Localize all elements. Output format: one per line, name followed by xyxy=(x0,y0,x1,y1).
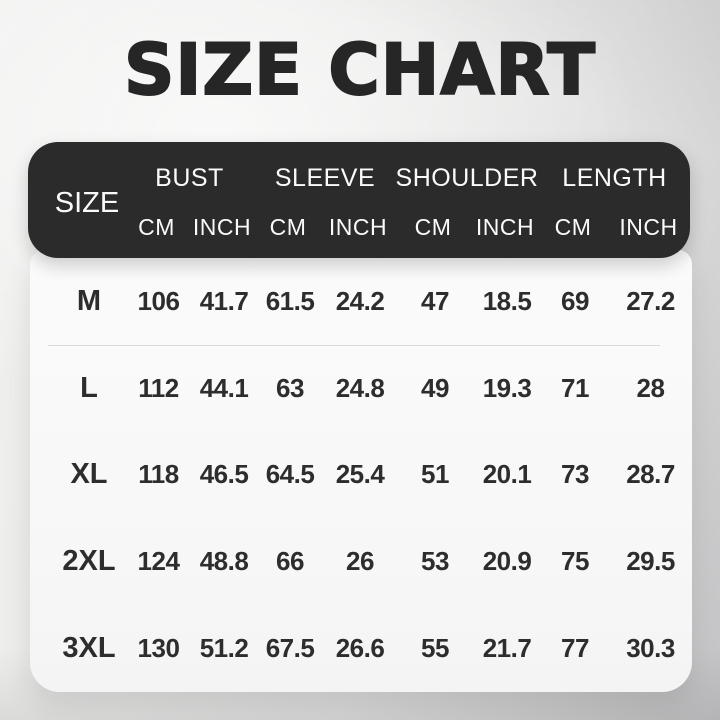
cell-sleeve-cm: 66 xyxy=(276,546,304,577)
cell-length-inch: 29.5 xyxy=(626,546,675,577)
size-table-header: SIZE BUST SLEEVE SHOULDER LENGTH CM INCH… xyxy=(28,142,690,258)
cell-size: XL xyxy=(70,458,108,491)
header-unit-bust-cm: CM xyxy=(138,214,175,240)
cell-size: L xyxy=(80,371,98,404)
cell-sleeve-inch: 24.8 xyxy=(335,372,385,403)
cell-shoulder-cm: 53 xyxy=(421,546,449,577)
cell-shoulder-inch: 20.1 xyxy=(482,459,532,490)
cell-bust-cm: 118 xyxy=(138,459,179,490)
table-row: 3XL 130 51.2 67.5 26.6 55 21.7 77 30.3 xyxy=(30,605,692,692)
header-group-shoulder: SHOULDER xyxy=(395,164,539,192)
header-unit-shoulder-cm: CM xyxy=(414,214,452,240)
table-row: XL 118 46.5 64.5 25.4 51 20.1 73 28.7 xyxy=(30,432,692,519)
header-unit-shoulder-inch: INCH xyxy=(475,214,535,240)
cell-size: M xyxy=(76,284,102,317)
cell-size: 3XL xyxy=(62,632,116,665)
header-size: SIZE xyxy=(54,186,120,219)
header-unit-length-cm: CM xyxy=(554,214,592,240)
header-unit-length-inch: INCH xyxy=(619,214,678,240)
cell-length-inch: 27.2 xyxy=(626,285,675,316)
cell-sleeve-cm: 67.5 xyxy=(265,633,315,664)
size-table-rows: M 106 41.7 61.5 24.2 47 18.5 69 27.2 L 1… xyxy=(30,258,692,692)
cell-sleeve-inch: 26 xyxy=(346,546,374,577)
header-group-sleeve: SLEEVE xyxy=(274,164,376,192)
cell-shoulder-cm: 51 xyxy=(421,459,449,490)
cell-sleeve-cm: 64.5 xyxy=(265,459,315,490)
cell-shoulder-cm: 55 xyxy=(421,633,449,664)
cell-bust-inch: 44.1 xyxy=(199,372,249,403)
cell-sleeve-inch: 26.6 xyxy=(335,633,385,664)
row-divider xyxy=(48,345,660,346)
cell-size: 2XL xyxy=(62,545,116,578)
header-group-bust: BUST xyxy=(155,164,224,192)
cell-length-inch: 30.3 xyxy=(626,633,675,664)
header-unit-bust-inch: INCH xyxy=(192,214,252,240)
cell-sleeve-cm: 61.5 xyxy=(265,285,315,316)
cell-bust-cm: 124 xyxy=(137,546,180,577)
cell-length-cm: 73 xyxy=(561,459,589,490)
cell-sleeve-inch: 24.2 xyxy=(335,285,385,316)
cell-length-cm: 75 xyxy=(561,546,589,577)
cell-bust-cm: 130 xyxy=(137,633,180,664)
cell-shoulder-cm: 49 xyxy=(421,372,449,403)
cell-shoulder-inch: 19.3 xyxy=(482,372,532,403)
cell-length-cm: 71 xyxy=(561,372,589,403)
cell-shoulder-inch: 20.9 xyxy=(482,546,532,577)
table-row: L 112 44.1 63 24.8 49 19.3 71 28 xyxy=(30,345,692,432)
cell-bust-cm: 106 xyxy=(137,285,180,316)
header-unit-sleeve-cm: CM xyxy=(269,214,307,240)
cell-bust-inch: 46.5 xyxy=(199,459,249,490)
header-group-length: LENGTH xyxy=(562,164,667,192)
cell-shoulder-inch: 21.7 xyxy=(482,633,532,664)
size-table-body: M 106 41.7 61.5 24.2 47 18.5 69 27.2 L 1… xyxy=(30,250,692,692)
cell-sleeve-cm: 63 xyxy=(276,372,304,403)
cell-bust-inch: 51.2 xyxy=(199,633,249,664)
cell-length-inch: 28.7 xyxy=(626,459,675,490)
cell-shoulder-inch: 18.5 xyxy=(482,285,532,316)
page-title: SIZE CHART xyxy=(123,29,597,111)
header-unit-sleeve-inch: INCH xyxy=(328,214,388,240)
cell-sleeve-inch: 25.4 xyxy=(335,459,385,490)
table-row: 2XL 124 48.8 66 26 53 20.9 75 29.5 xyxy=(30,518,692,605)
cell-bust-cm: 112 xyxy=(138,372,179,403)
cell-length-cm: 69 xyxy=(561,285,589,316)
cell-length-inch: 28 xyxy=(636,372,665,403)
table-row: M 106 41.7 61.5 24.2 47 18.5 69 27.2 xyxy=(30,258,692,345)
cell-length-cm: 77 xyxy=(561,633,589,664)
cell-bust-inch: 41.7 xyxy=(199,285,249,316)
cell-bust-inch: 48.8 xyxy=(199,546,249,577)
cell-shoulder-cm: 47 xyxy=(421,285,449,316)
